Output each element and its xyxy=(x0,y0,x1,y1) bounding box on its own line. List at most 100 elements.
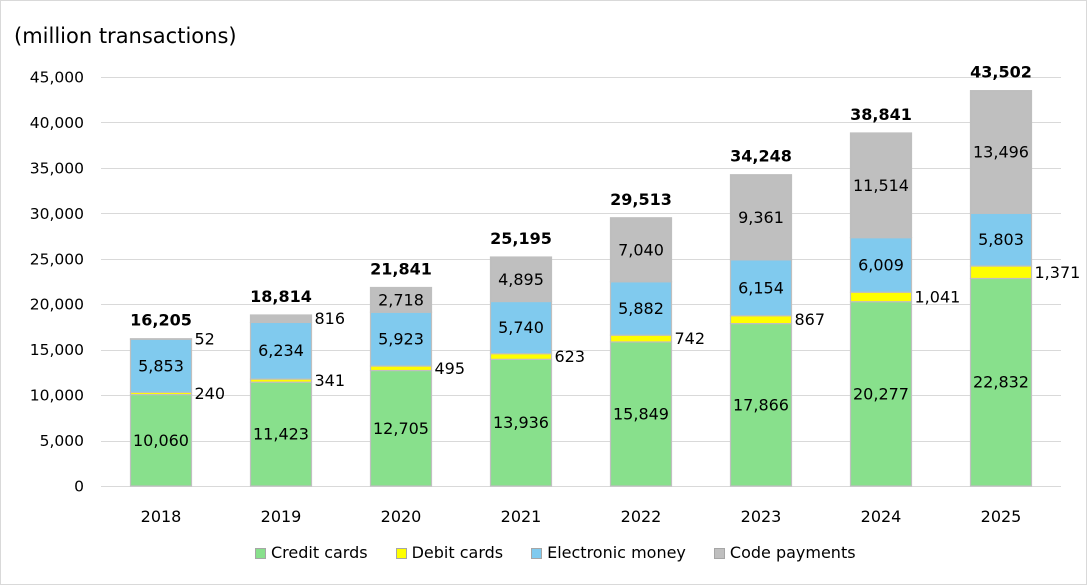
y-tick-label-20000: 20,000 xyxy=(30,296,84,314)
total-labels: 16,205 18,814 21,841 25,195 29,513 34,248 38,8… xyxy=(130,63,1032,330)
data-label-credit-cards-2021: 13,936 xyxy=(493,413,549,432)
bar-segment-electronic-money-2020 xyxy=(369,311,433,367)
data-label-debit-cards-2019: 341 xyxy=(315,371,346,390)
total-label-2025: 43,502 xyxy=(970,63,1032,82)
x-axis-tick-labels: 2018 2019 2020 2021 2022 2023 2024 2025 xyxy=(141,507,1022,526)
bar-segment-debit-cards-2020 xyxy=(369,365,433,372)
bar-segment-code-payments-2024 xyxy=(849,132,913,239)
bar-segment-code-payments-2025 xyxy=(969,90,1033,214)
total-label-2024: 38,841 xyxy=(850,105,912,124)
data-label-credit-cards-2020: 12,705 xyxy=(373,419,429,438)
legend-swatch-credit-cards xyxy=(255,547,266,559)
y-axis-unit-label: (million transactions) xyxy=(14,24,237,48)
data-label-code-payments-2019: 816 xyxy=(315,309,346,328)
bar-segment-code-payments-2019 xyxy=(249,314,313,324)
data-label-electronic-money-2023: 6,154 xyxy=(738,278,784,297)
total-label-2019: 18,814 xyxy=(250,287,312,306)
total-label-2021: 25,195 xyxy=(490,229,552,248)
bar-segment-electronic-money-2024 xyxy=(849,237,913,293)
x-tick-label-2022: 2022 xyxy=(621,507,662,526)
bar-segment-code-payments-2018 xyxy=(129,338,193,340)
gridlines xyxy=(101,77,1061,487)
bar-segment-credit-cards-2024 xyxy=(849,301,913,487)
y-tick-label-40000: 40,000 xyxy=(30,114,84,132)
x-tick-label-2024: 2024 xyxy=(861,507,902,526)
legend-label-debit-cards: Debit cards xyxy=(411,543,504,562)
legend-item-electronic-money: Electronic money xyxy=(531,542,686,564)
y-tick-label-45000: 45,000 xyxy=(30,69,84,87)
legend: Credit cards Debit cards Electronic mone… xyxy=(255,542,856,564)
data-label-code-payments-2018: 52 xyxy=(195,329,215,348)
data-label-debit-cards-2024: 1,041 xyxy=(915,287,961,306)
x-tick-label-2020: 2020 xyxy=(381,507,422,526)
bar-segment-credit-cards-2021 xyxy=(489,358,553,487)
bar-segment-debit-cards-2022 xyxy=(609,334,673,343)
data-label-debit-cards-2018: 240 xyxy=(195,384,226,403)
data-label-credit-cards-2019: 11,423 xyxy=(253,425,309,444)
bar-segment-electronic-money-2019 xyxy=(249,321,313,380)
y-tick-label-0: 0 xyxy=(74,478,84,496)
data-label-debit-cards-2021: 623 xyxy=(555,347,586,366)
legend-item-debit-cards: Debit cards xyxy=(395,542,504,564)
x-tick-label-2019: 2019 xyxy=(261,507,302,526)
legend-item-credit-cards: Credit cards xyxy=(255,542,368,564)
legend-swatch-electronic-money xyxy=(531,547,543,559)
x-tick-label-2018: 2018 xyxy=(141,507,182,526)
legend-label-code-payments: Code payments xyxy=(729,543,856,562)
bar-segments xyxy=(129,90,1033,487)
bar-segment-electronic-money-2022 xyxy=(609,281,673,336)
data-label-code-payments-2020: 2,718 xyxy=(378,290,424,309)
legend-swatch-code-payments xyxy=(713,547,725,559)
data-label-credit-cards-2024: 20,277 xyxy=(853,384,909,403)
total-label-2020: 21,841 xyxy=(370,259,432,278)
bar-segment-code-payments-2022 xyxy=(609,217,673,283)
y-tick-label-10000: 10,000 xyxy=(30,387,84,405)
data-label-electronic-money-2018: 5,853 xyxy=(138,356,184,375)
data-label-credit-cards-2025: 22,832 xyxy=(973,373,1029,392)
legend-label-electronic-money: Electronic money xyxy=(547,543,686,562)
y-tick-label-5000: 5,000 xyxy=(40,432,84,450)
y-tick-label-15000: 15,000 xyxy=(30,341,84,359)
bar-segment-credit-cards-2019 xyxy=(249,381,313,487)
bar-segment-debit-cards-2023 xyxy=(729,315,793,325)
legend-item-code-payments: Code payments xyxy=(713,542,856,564)
data-label-code-payments-2021: 4,895 xyxy=(498,270,544,289)
data-label-electronic-money-2020: 5,923 xyxy=(378,330,424,349)
data-label-debit-cards-2023: 867 xyxy=(795,310,826,329)
legend-swatch-debit-cards xyxy=(395,547,407,559)
bar-segment-electronic-money-2025 xyxy=(969,212,1033,267)
bar-segment-credit-cards-2025 xyxy=(969,277,1033,487)
x-tick-label-2025: 2025 xyxy=(981,507,1022,526)
bar-segment-code-payments-2023 xyxy=(729,174,793,261)
total-label-2018: 16,205 xyxy=(130,311,192,330)
data-label-electronic-money-2019: 6,234 xyxy=(258,341,304,360)
bar-segment-electronic-money-2018 xyxy=(129,338,193,393)
data-label-credit-cards-2022: 15,849 xyxy=(613,404,669,423)
data-label-debit-cards-2022: 742 xyxy=(675,329,706,348)
data-label-code-payments-2025: 13,496 xyxy=(973,142,1029,161)
y-tick-label-30000: 30,000 xyxy=(30,205,84,223)
bar-segment-credit-cards-2022 xyxy=(609,341,673,487)
legend-label-credit-cards: Credit cards xyxy=(271,543,368,562)
x-tick-label-2023: 2023 xyxy=(741,507,782,526)
total-label-2022: 29,513 xyxy=(610,190,672,209)
data-label-code-payments-2023: 9,361 xyxy=(738,208,784,227)
data-label-debit-cards-2025: 1,371 xyxy=(1035,263,1081,282)
bar-segment-electronic-money-2021 xyxy=(489,300,553,355)
data-label-electronic-money-2025: 5,803 xyxy=(978,230,1024,249)
data-label-electronic-money-2022: 5,882 xyxy=(618,299,664,318)
bar-segment-debit-cards-2024 xyxy=(849,291,913,303)
data-labels: 10,060 240 5,853 52 11,423 341 6,234 816 12,705 4… xyxy=(133,142,1080,449)
data-label-code-payments-2022: 7,040 xyxy=(618,240,664,259)
data-label-credit-cards-2023: 17,866 xyxy=(733,395,789,414)
bar-segment-debit-cards-2021 xyxy=(489,353,553,360)
y-axis-tick-labels: 0 5,000 10,000 15,000 20,000 25,000 30,000 35,0… xyxy=(30,69,84,496)
total-label-2023: 34,248 xyxy=(730,147,792,166)
bar-segment-code-payments-2021 xyxy=(489,256,553,303)
bar-segment-electronic-money-2023 xyxy=(729,259,793,317)
y-tick-label-25000: 25,000 xyxy=(30,250,84,268)
data-label-debit-cards-2020: 495 xyxy=(435,359,466,378)
bar-segment-debit-cards-2025 xyxy=(969,265,1033,280)
y-tick-label-35000: 35,000 xyxy=(30,159,84,177)
